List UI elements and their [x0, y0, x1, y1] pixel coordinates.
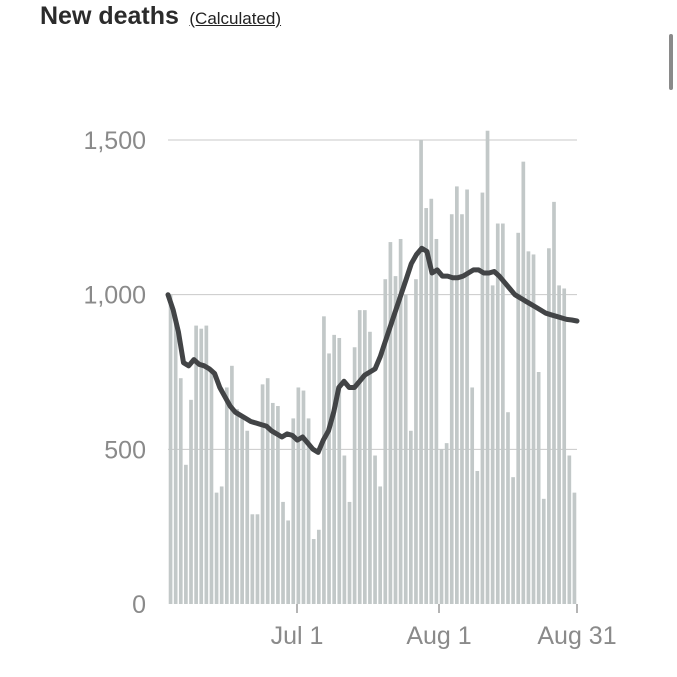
bar	[373, 455, 377, 604]
bar	[552, 201, 556, 604]
bar	[306, 418, 311, 604]
bar	[204, 325, 209, 604]
calculated-link[interactable]: (Calculated)	[189, 9, 282, 28]
bar	[536, 372, 541, 604]
bar	[378, 486, 383, 604]
bar	[250, 514, 255, 604]
bar	[444, 443, 449, 604]
bar	[511, 477, 515, 604]
scroll-indicator[interactable]	[669, 34, 673, 90]
bar	[291, 418, 296, 604]
bar	[184, 464, 188, 604]
bar	[301, 390, 306, 604]
bar	[240, 418, 244, 604]
bar	[393, 276, 398, 604]
y-tick-label: 0	[132, 591, 146, 619]
bar	[178, 378, 183, 604]
bar	[281, 501, 285, 604]
bar	[403, 294, 408, 604]
x-tick-label: Jul 1	[271, 622, 324, 650]
moving-average	[165, 245, 580, 455]
bar	[357, 310, 362, 604]
bar	[557, 285, 561, 604]
x-axis-ticks: Jul 1 Aug 1 Aug 31	[271, 604, 617, 650]
bar	[255, 514, 260, 604]
bar	[465, 189, 469, 604]
bar	[501, 223, 505, 604]
bar	[270, 402, 275, 604]
bars	[168, 130, 577, 605]
bar	[460, 214, 464, 605]
bar	[362, 310, 367, 604]
bar	[316, 529, 321, 604]
bar	[531, 254, 536, 604]
bar	[383, 279, 388, 604]
bar	[337, 337, 342, 604]
bar	[194, 325, 198, 604]
bar	[475, 470, 480, 604]
bar	[347, 501, 352, 604]
bar	[521, 161, 526, 605]
bar	[327, 353, 331, 604]
bar	[449, 214, 454, 605]
chart-header: New deaths (Calculated)	[40, 2, 281, 31]
bar	[209, 368, 214, 604]
bar	[562, 288, 567, 604]
bar	[189, 399, 193, 604]
bar	[455, 186, 459, 604]
bar	[168, 294, 173, 604]
bar	[516, 232, 521, 605]
bar	[490, 285, 495, 604]
bar	[414, 279, 418, 604]
x-tick-label: Aug 31	[537, 622, 616, 650]
bar	[173, 319, 178, 604]
bar	[485, 130, 490, 604]
bar	[235, 409, 239, 604]
bar	[434, 238, 439, 604]
bar	[541, 498, 546, 604]
bar	[480, 192, 485, 604]
bar	[352, 347, 357, 604]
y-axis-ticks: 0 500 1,000 1,500	[83, 127, 146, 619]
chart-title: New deaths	[40, 2, 179, 30]
bar	[219, 486, 224, 604]
bar	[286, 520, 290, 604]
bar	[311, 539, 316, 604]
bar	[296, 387, 301, 604]
bar	[419, 140, 423, 604]
bar	[224, 387, 229, 604]
bar	[409, 430, 413, 604]
bar	[388, 242, 393, 604]
bar	[506, 412, 510, 604]
bar	[199, 328, 204, 604]
y-tick-label: 1,500	[83, 127, 146, 155]
bar	[368, 331, 372, 604]
bar	[567, 455, 572, 604]
bar	[495, 223, 500, 604]
bar	[526, 251, 531, 605]
y-tick-label: 1,000	[83, 282, 146, 310]
bar	[572, 492, 577, 604]
bar	[214, 492, 219, 604]
y-tick-label: 500	[104, 436, 146, 464]
bar	[322, 316, 326, 604]
bar	[470, 387, 475, 604]
moving-average-line	[165, 245, 580, 455]
bar	[260, 384, 265, 604]
bar	[230, 365, 234, 604]
bar	[276, 406, 280, 604]
bar	[398, 238, 403, 604]
x-tick-label: Aug 1	[406, 622, 471, 650]
bar	[265, 378, 270, 604]
bar	[342, 455, 347, 604]
bar	[424, 208, 429, 604]
bar	[429, 198, 434, 605]
bar	[245, 430, 250, 604]
bar	[439, 449, 444, 604]
bar	[547, 248, 551, 604]
bar	[332, 334, 336, 604]
